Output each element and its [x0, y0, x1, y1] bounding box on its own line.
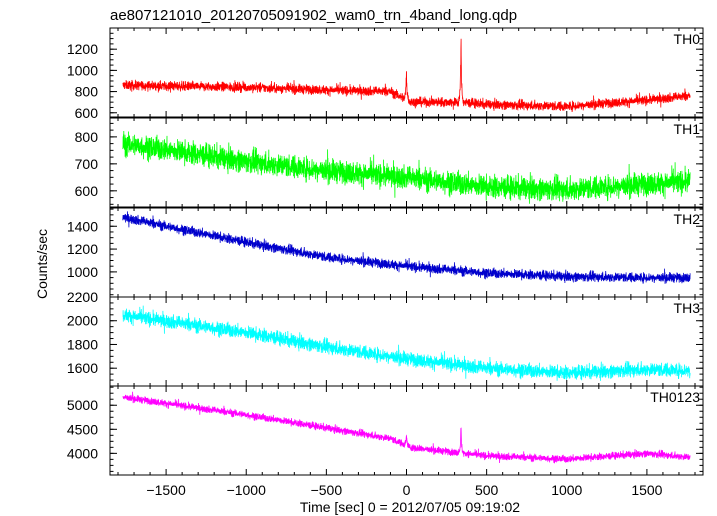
panel-label-th2: TH2: [674, 211, 701, 227]
x-tick-label: −1500: [146, 482, 186, 498]
x-tick-label: 0: [403, 482, 411, 498]
panel-th2: 1000 1200 1400 TH2: [67, 207, 704, 298]
series-th0: [122, 38, 691, 112]
panel-frame: [109, 385, 704, 476]
y-tick-label: 1000: [67, 62, 98, 78]
panel-label-th3: TH3: [674, 300, 701, 316]
y-tick-label: 600: [75, 105, 99, 121]
chart-title: ae807121010_20120705091902_wam0_trn_4ban…: [110, 7, 517, 24]
panel-th0: 600 800 1000 1200 TH0: [67, 27, 704, 121]
series-th1: [122, 130, 691, 204]
x-axis-label: Time [sec] 0 = 2012/07/05 09:19:02: [300, 499, 520, 515]
panel-th3: 1600 1800 2000 2200 TH3: [67, 289, 704, 387]
y-tick-label: 4000: [67, 445, 98, 461]
x-tick-label: 1500: [631, 482, 662, 498]
series-th3: [122, 305, 691, 381]
y-axis-label: Counts/sec: [34, 229, 50, 299]
y-tick-label: 1800: [67, 336, 98, 352]
y-tick-label: 2000: [67, 313, 98, 329]
x-tick-label: 1000: [551, 482, 582, 498]
panel-label-th0: TH0: [674, 31, 701, 47]
x-tick-label: 500: [475, 482, 499, 498]
y-tick-label: 800: [75, 84, 99, 100]
y-tick-label: 700: [75, 156, 99, 172]
x-axis: −1500 −1000 −500 0 500 1000 1500: [146, 482, 662, 498]
panel-frame: [109, 207, 704, 298]
panel-th0123: 4000 4500 5000 TH0123: [67, 385, 704, 476]
y-tick-label: 1200: [67, 241, 98, 257]
panel-label-th0123: TH0123: [650, 389, 700, 405]
x-tick-label: −500: [311, 482, 343, 498]
y-tick-label: 1600: [67, 360, 98, 376]
panel-label-th1: TH1: [674, 121, 701, 137]
series-th2: [122, 211, 691, 284]
y-tick-label: 4500: [67, 421, 98, 437]
series-th0123: [122, 391, 691, 464]
panel-th1: 600 700 800 TH1: [75, 117, 704, 208]
y-tick-label: 600: [75, 183, 99, 199]
y-tick-label: 5000: [67, 397, 98, 413]
y-tick-label: 1000: [67, 264, 98, 280]
y-tick-label: 1400: [67, 218, 98, 234]
y-tick-label: 1200: [67, 41, 98, 57]
y-tick-label: 2200: [67, 289, 98, 305]
x-tick-label: −1000: [227, 482, 267, 498]
y-tick-label: 800: [75, 129, 99, 145]
panels-group: 600 800 1000 1200 TH0 600 700 800 TH1 1000 1200 140…: [67, 27, 704, 476]
